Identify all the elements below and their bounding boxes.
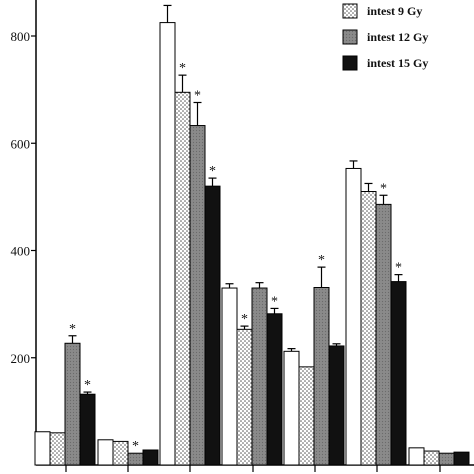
bar-15gy-group-2: [142, 449, 159, 466]
legend-swatch-9gy: [342, 3, 358, 19]
significance-marker-9gy-group-4: *: [241, 312, 248, 327]
significance-marker-15gy-group-4: *: [271, 294, 278, 309]
significance-marker-9gy-group-3: *: [179, 61, 186, 76]
bar-9gy-group-5: [298, 366, 315, 466]
y-tick-label-600: 600: [11, 136, 31, 151]
bar-control-group-5: [283, 350, 300, 466]
legend-swatch-15gy: [342, 55, 358, 71]
legend-label-12gy: intest 12 Gy: [367, 30, 428, 44]
bar-control-group-4: [221, 287, 238, 466]
bar-9gy-group-4: [236, 328, 253, 466]
bar-12gy-group-3: [189, 125, 206, 466]
bar-9gy-group-7: [423, 450, 440, 466]
bar-15gy-group-5: [328, 345, 345, 466]
y-tick-label-800: 800: [11, 29, 31, 44]
bar-12gy-group-7: [438, 452, 455, 466]
y-tick-label-400: 400: [11, 244, 31, 259]
significance-marker-15gy-group-1: *: [84, 378, 91, 393]
bar-control-group-6: [345, 167, 362, 466]
bar-12gy-group-5: [313, 287, 330, 466]
bar-12gy-group-6: [375, 203, 392, 466]
significance-marker-15gy-group-3: *: [209, 164, 216, 179]
bar-15gy-group-3: [204, 185, 221, 466]
bar-15gy-group-4: [266, 313, 283, 466]
significance-marker-12gy-group-6: *: [380, 181, 387, 196]
bar-12gy-group-4: [251, 287, 268, 466]
bar-control-group-2: [97, 439, 114, 466]
significance-marker-15gy-group-6: *: [395, 261, 402, 276]
bar-15gy-group-7: [453, 451, 470, 466]
significance-marker-12gy-group-3: *: [194, 88, 201, 103]
legend-label-9gy: intest 9 Gy: [367, 4, 422, 18]
bar-control-group-3: [159, 22, 176, 466]
significance-marker-12gy-group-1: *: [69, 322, 76, 337]
bars: * * * * * * * * * * *: [34, 4, 470, 466]
bar-9gy-group-3: [174, 91, 191, 466]
bar-12gy-group-1: [64, 342, 81, 466]
bar-9gy-group-6: [360, 191, 377, 466]
bar-9gy-group-2: [112, 440, 129, 466]
bar-9gy-group-1: [49, 432, 66, 466]
y-tick-label-200: 200: [11, 351, 31, 366]
legend: intest 9 Gy intest 12 Gy intest 15 Gy: [342, 3, 428, 71]
bar-control-group-1: [34, 431, 51, 466]
bar-15gy-group-1: [79, 393, 96, 466]
legend-swatch-12gy: [342, 29, 358, 45]
bar-15gy-group-6: [390, 281, 407, 466]
significance-marker-12gy-group-5: *: [318, 253, 325, 268]
bar-control-group-7: [408, 447, 425, 466]
significance-marker-12gy-group-2: *: [132, 439, 139, 454]
bar-12gy-group-2: [127, 452, 144, 466]
legend-label-15gy: intest 15 Gy: [367, 56, 428, 70]
